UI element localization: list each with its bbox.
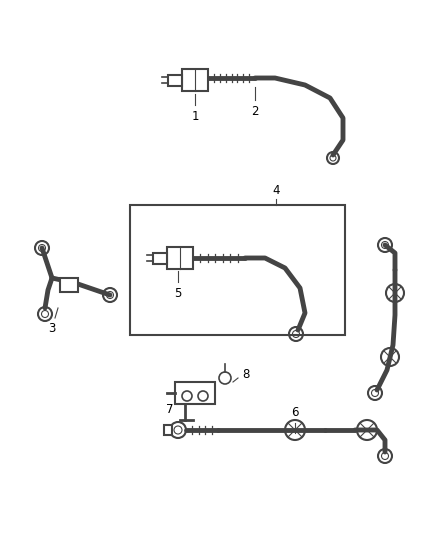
Bar	[164, 425, 172, 435]
Bar	[175, 382, 215, 404]
Text: 4: 4	[272, 184, 280, 197]
Bar	[153, 253, 167, 263]
Text: 8: 8	[242, 368, 249, 382]
Bar	[130, 205, 345, 335]
Text: 7: 7	[166, 403, 174, 416]
Text: 3: 3	[48, 322, 56, 335]
Bar	[182, 69, 208, 91]
Bar	[60, 278, 78, 292]
Bar	[168, 75, 182, 85]
Text: 1: 1	[191, 110, 199, 123]
Text: 6: 6	[291, 406, 299, 419]
Text: 5: 5	[174, 287, 182, 300]
Text: 2: 2	[251, 105, 259, 118]
Bar	[167, 247, 193, 269]
